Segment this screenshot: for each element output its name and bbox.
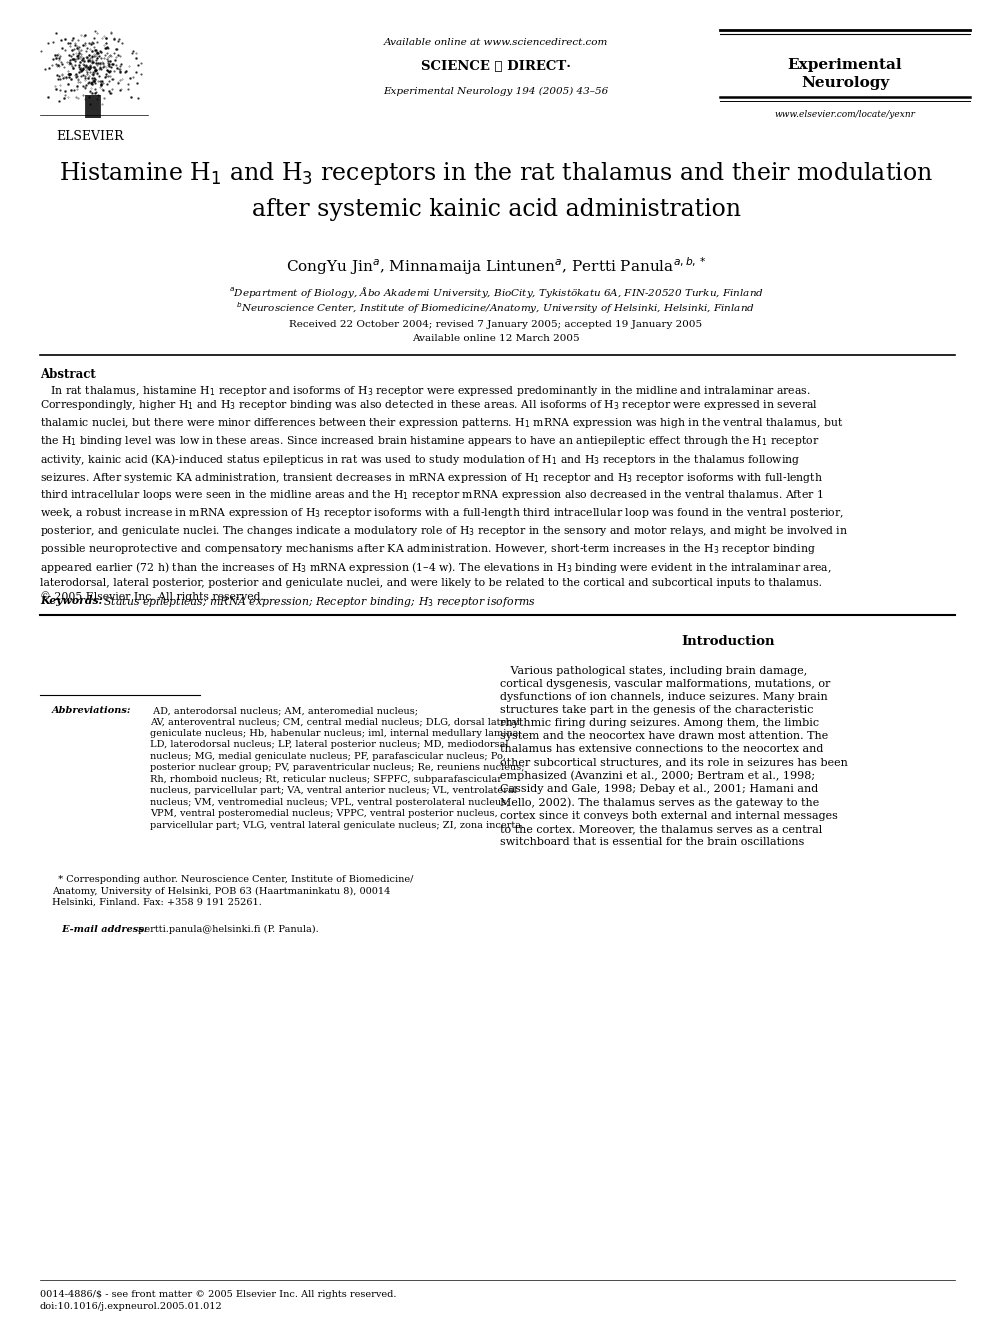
Text: Status epilepticus; mRNA expression; Receptor binding; H$_3$ receptor isoforms: Status epilepticus; mRNA expression; Rec…	[100, 595, 536, 609]
Text: Keywords:: Keywords:	[40, 595, 102, 606]
Text: $^b$Neuroscience Center, Institute of Biomedicine/Anatomy, University of Helsink: $^b$Neuroscience Center, Institute of Bi…	[236, 300, 756, 316]
Text: 0014-4886/$ - see front matter © 2005 Elsevier Inc. All rights reserved.
doi:10.: 0014-4886/$ - see front matter © 2005 El…	[40, 1290, 397, 1311]
Text: CongYu Jin$^a$, Minnamaija Lintunen$^a$, Pertti Panula$^{a,b,*}$: CongYu Jin$^a$, Minnamaija Lintunen$^a$,…	[286, 255, 706, 277]
Text: Available online 12 March 2005: Available online 12 March 2005	[413, 333, 579, 343]
Text: Received 22 October 2004; revised 7 January 2005; accepted 19 January 2005: Received 22 October 2004; revised 7 Janu…	[290, 320, 702, 329]
Text: Histamine H$_1$ and H$_3$ receptors in the rat thalamus and their modulation: Histamine H$_1$ and H$_3$ receptors in t…	[60, 160, 932, 187]
Text: E-mail address:: E-mail address:	[52, 925, 148, 934]
Text: www.elsevier.com/locate/yexnr: www.elsevier.com/locate/yexnr	[775, 110, 916, 119]
Text: pertti.panula@helsinki.fi (P. Panula).: pertti.panula@helsinki.fi (P. Panula).	[135, 925, 318, 934]
Text: Introduction: Introduction	[682, 635, 775, 648]
Text: $^a$Department of Biology, Åbo Akademi University, BioCity, Tykistökatu 6A, FIN-: $^a$Department of Biology, Åbo Akademi U…	[228, 284, 764, 300]
Text: ELSEVIER: ELSEVIER	[57, 130, 124, 143]
Text: * Corresponding author. Neuroscience Center, Institute of Biomedicine/
Anatomy, : * Corresponding author. Neuroscience Cen…	[52, 875, 414, 908]
Text: Abstract: Abstract	[40, 368, 96, 381]
Text: Experimental
Neurology: Experimental Neurology	[788, 58, 903, 90]
Text: Correspondingly, higher H$_1$ and H$_3$ receptor binding was also detected in th: Correspondingly, higher H$_1$ and H$_3$ …	[40, 398, 848, 602]
Text: Available online at www.sciencedirect.com: Available online at www.sciencedirect.co…	[384, 38, 608, 48]
Text: Various pathological states, including brain damage,
cortical dysgenesis, vascul: Various pathological states, including b…	[500, 665, 848, 847]
Text: AD, anterodorsal nucleus; AM, anteromedial nucleus;
AV, anteroventral nucleus; C: AD, anterodorsal nucleus; AM, anteromedi…	[150, 706, 525, 830]
Text: Experimental Neurology 194 (2005) 43–56: Experimental Neurology 194 (2005) 43–56	[383, 87, 609, 97]
Text: SCIENCE ⓓ DIRECT·: SCIENCE ⓓ DIRECT·	[421, 60, 571, 73]
Text: Abbreviations:: Abbreviations:	[52, 706, 132, 714]
Text: In rat thalamus, histamine H$_1$ receptor and isoforms of H$_3$ receptor were ex: In rat thalamus, histamine H$_1$ recepto…	[40, 384, 810, 398]
Text: after systemic kainic acid administration: after systemic kainic acid administratio…	[252, 198, 740, 221]
